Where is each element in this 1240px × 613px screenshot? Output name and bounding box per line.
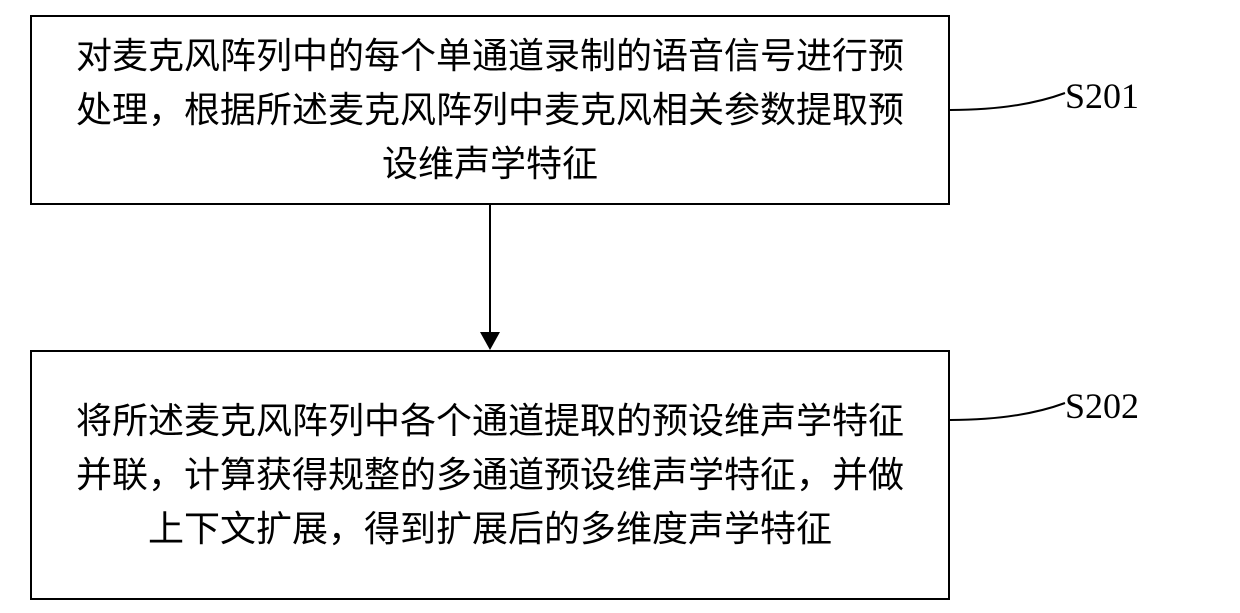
flowchart-step-1: 对麦克风阵列中的每个单通道录制的语音信号进行预处理，根据所述麦克风阵列中麦克风相… — [30, 15, 950, 205]
connector-curve-2 — [950, 403, 1065, 420]
step-1-text: 对麦克风阵列中的每个单通道录制的语音信号进行预处理，根据所述麦克风阵列中麦克风相… — [62, 29, 918, 191]
label-connector-2 — [950, 385, 1075, 440]
step-1-label: S201 — [1065, 75, 1139, 117]
step-2-label: S202 — [1065, 385, 1139, 427]
flowchart-step-2: 将所述麦克风阵列中各个通道提取的预设维声学特征并联，计算获得规整的多通道预设维声… — [30, 350, 950, 600]
connector-curve-1 — [950, 93, 1065, 110]
arrow-1-to-2 — [470, 205, 510, 350]
label-connector-1 — [950, 75, 1075, 130]
arrow-head — [480, 332, 500, 350]
step-2-text: 将所述麦克风阵列中各个通道提取的预设维声学特征并联，计算获得规整的多通道预设维声… — [62, 394, 918, 556]
